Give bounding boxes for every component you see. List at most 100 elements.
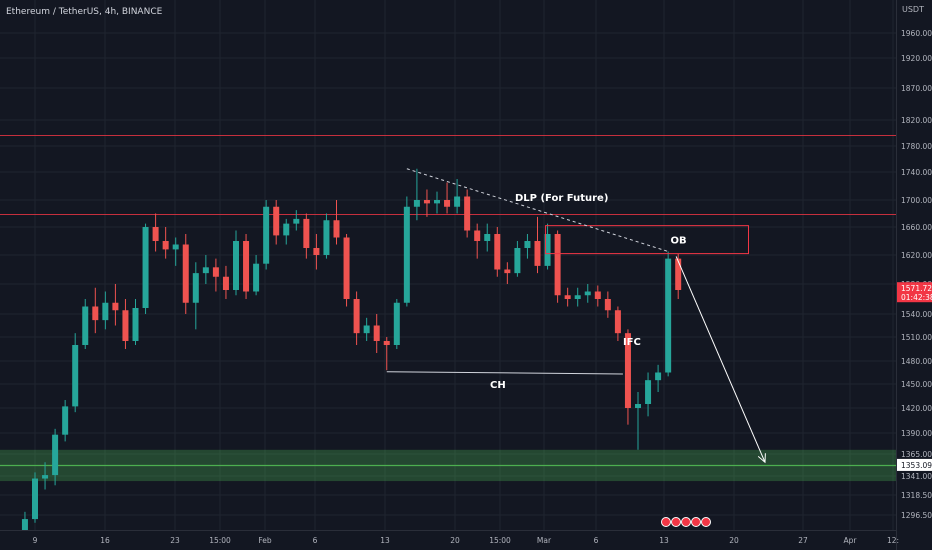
chart-grid bbox=[0, 0, 896, 530]
event-icon[interactable] bbox=[681, 517, 691, 527]
candle-body bbox=[554, 234, 561, 296]
price-tick-label: 1660.00 bbox=[901, 223, 932, 232]
candle-body bbox=[273, 206, 280, 236]
level-price-badge bbox=[897, 458, 932, 471]
event-icon[interactable] bbox=[671, 517, 681, 527]
current-price-badge bbox=[897, 282, 932, 303]
candle-body bbox=[42, 475, 49, 479]
candle-body bbox=[564, 295, 571, 299]
candle-body bbox=[102, 302, 109, 321]
time-tick-label: 6 bbox=[313, 536, 318, 545]
price-tick-label: 1740.00 bbox=[901, 168, 932, 177]
candle-body bbox=[514, 248, 521, 274]
price-tick-label: 1780.00 bbox=[901, 142, 932, 151]
candle-body bbox=[574, 295, 581, 299]
time-tick-label: 15:00 bbox=[209, 536, 231, 545]
candle-body bbox=[464, 196, 471, 231]
demand-zone bbox=[0, 449, 896, 482]
candle-body bbox=[665, 258, 672, 373]
candle-body bbox=[62, 406, 69, 435]
candle-body bbox=[253, 263, 260, 292]
candle-body bbox=[373, 325, 380, 341]
candle-body bbox=[343, 237, 350, 299]
candles bbox=[21, 168, 682, 544]
candle-body bbox=[182, 244, 189, 303]
candle-body bbox=[594, 291, 601, 299]
event-icon[interactable] bbox=[691, 517, 701, 527]
candle-body bbox=[303, 218, 310, 248]
candle-body bbox=[353, 299, 360, 334]
candle-body bbox=[293, 218, 300, 224]
candle-body bbox=[534, 241, 541, 266]
candle-body bbox=[263, 206, 270, 264]
event-icons[interactable] bbox=[661, 517, 711, 527]
event-icon[interactable] bbox=[701, 517, 711, 527]
price-tick-label: 1960.00 bbox=[901, 29, 932, 38]
level-price-value: 1353.09 bbox=[901, 461, 932, 470]
current-price-countdown: 01:42:38 bbox=[901, 293, 932, 302]
time-tick-label: 27 bbox=[798, 536, 808, 545]
projection-arrow-head bbox=[757, 453, 766, 464]
candle-body bbox=[92, 306, 99, 321]
time-tick-label: Apr bbox=[844, 536, 858, 545]
trendline bbox=[406, 168, 669, 252]
time-tick-label: Mar bbox=[537, 536, 552, 545]
price-tick-label: 1540.00 bbox=[901, 310, 932, 319]
time-tick-label: 20 bbox=[450, 536, 460, 545]
candle-body bbox=[202, 267, 209, 274]
candle-body bbox=[524, 241, 531, 248]
candle-body bbox=[645, 380, 652, 404]
candle-body bbox=[544, 234, 551, 266]
candle-body bbox=[444, 200, 451, 207]
projection-arrow-line bbox=[675, 256, 766, 463]
drawings: OB DLP (For Future) CH IFC bbox=[386, 168, 766, 464]
event-icon[interactable] bbox=[661, 517, 671, 527]
candle-body bbox=[403, 206, 410, 303]
candle-body bbox=[434, 200, 440, 204]
order-block-box bbox=[545, 225, 749, 255]
candle-body bbox=[383, 341, 390, 345]
candle-body bbox=[423, 200, 430, 204]
candle-body bbox=[21, 519, 28, 540]
candle-body bbox=[323, 220, 330, 255]
candle-body bbox=[413, 200, 420, 207]
order-block-label: OB bbox=[671, 236, 687, 247]
candle-body bbox=[162, 241, 169, 250]
candle-body bbox=[212, 267, 219, 277]
choch-label: CH bbox=[490, 380, 506, 391]
price-tick-label: 1620.00 bbox=[901, 251, 932, 260]
candle-body bbox=[494, 234, 501, 270]
candle-body bbox=[112, 302, 119, 311]
candle-body bbox=[142, 227, 149, 308]
symbol-title: Ethereum / TetherUS, 4h, BINANCE bbox=[6, 7, 163, 17]
candle-body bbox=[333, 220, 340, 238]
candle-body bbox=[243, 241, 250, 292]
ifc-label: IFC bbox=[623, 337, 641, 348]
price-tick-label: 1820.00 bbox=[901, 116, 932, 125]
trendline-label: DLP (For Future) bbox=[515, 193, 608, 204]
candle-body bbox=[635, 404, 641, 408]
price-tick-label: 1341.00 bbox=[901, 472, 932, 481]
candle-body bbox=[52, 434, 59, 476]
price-tick-label: 1920.00 bbox=[901, 54, 932, 63]
price-tick-label: 1318.50 bbox=[901, 491, 932, 500]
currency-label: USDT bbox=[902, 5, 924, 14]
current-price-value: 1571.72 bbox=[901, 284, 932, 293]
candle-body bbox=[675, 258, 682, 290]
candle-body bbox=[192, 273, 199, 303]
candle-body bbox=[504, 269, 511, 274]
candle-body bbox=[283, 223, 290, 236]
price-tick-label: 1365.00 bbox=[901, 450, 932, 459]
time-axis-bg bbox=[0, 530, 896, 550]
time-tick-label: 9 bbox=[33, 536, 38, 545]
time-tick-label: 13 bbox=[380, 536, 390, 545]
price-tick-label: 1510.00 bbox=[901, 333, 932, 342]
candle-body bbox=[233, 241, 239, 290]
price-tick-label: 1450.00 bbox=[901, 380, 932, 389]
candle-body bbox=[474, 230, 481, 241]
candle-body bbox=[363, 325, 370, 334]
time-tick-label: 23 bbox=[170, 536, 180, 545]
price-tick-label: 1870.00 bbox=[901, 84, 932, 93]
price-tick-label: 1480.00 bbox=[901, 357, 932, 366]
